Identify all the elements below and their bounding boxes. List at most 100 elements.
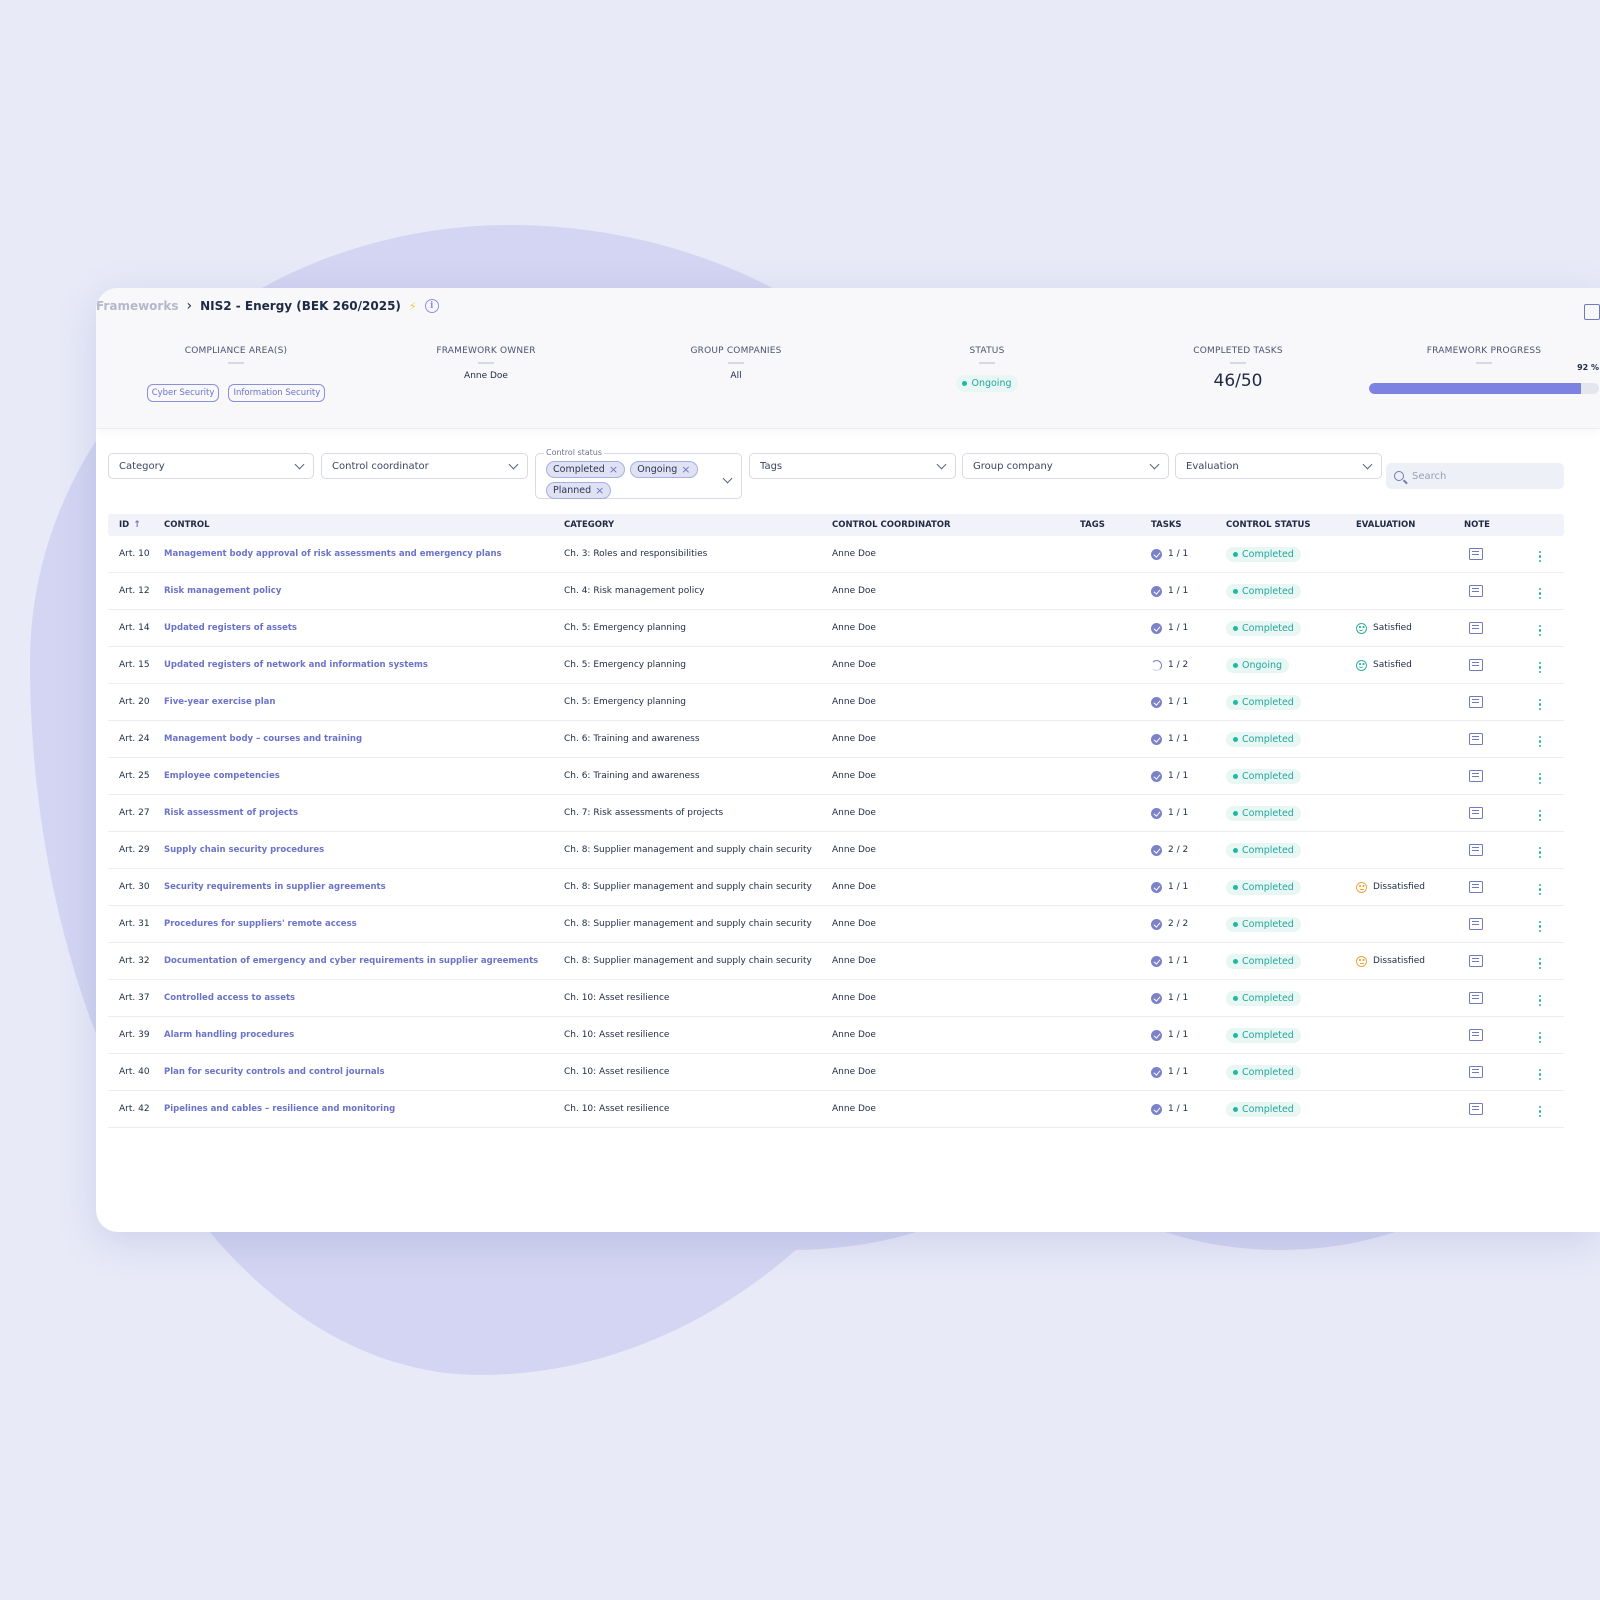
control-link[interactable]: Management body approval of risk assessm… xyxy=(164,549,502,559)
note-icon[interactable] xyxy=(1469,733,1483,745)
note-icon[interactable] xyxy=(1469,1066,1483,1078)
close-icon[interactable]: × xyxy=(681,463,691,476)
note-icon[interactable] xyxy=(1469,548,1483,560)
note-icon[interactable] xyxy=(1469,918,1483,930)
more-vertical-icon[interactable] xyxy=(1538,846,1542,858)
sort-ascending-icon[interactable]: ↑ xyxy=(133,520,141,530)
more-vertical-icon[interactable] xyxy=(1538,809,1542,821)
table-row[interactable]: Art. 29 Supply chain security procedures C… xyxy=(108,832,1564,869)
more-vertical-icon[interactable] xyxy=(1538,698,1542,710)
table-row[interactable]: Art. 31 Procedures for suppliers' remote … xyxy=(108,906,1564,943)
header-note[interactable]: NOTE xyxy=(1464,520,1490,530)
header-tasks[interactable]: TASKS xyxy=(1151,520,1182,530)
header-control-status[interactable]: CONTROL STATUS xyxy=(1226,520,1311,530)
header-coordinator[interactable]: CONTROL COORDINATOR xyxy=(832,520,951,530)
search-input[interactable]: Search xyxy=(1386,463,1564,489)
control-link[interactable]: Five-year exercise plan xyxy=(164,697,276,707)
table-row[interactable]: Art. 10 Management body approval of risk … xyxy=(108,536,1564,573)
note-icon[interactable] xyxy=(1469,696,1483,708)
evaluation-filter[interactable]: Evaluation xyxy=(1175,453,1382,479)
divider xyxy=(979,362,995,364)
category-filter[interactable]: Category xyxy=(108,453,314,479)
compliance-chip[interactable]: Information Security xyxy=(228,384,326,402)
control-link[interactable]: Security requirements in supplier agreem… xyxy=(164,882,386,892)
controls-table: ID ↑ CONTROL CATEGORY CONTROL COORDINATOR… xyxy=(108,514,1564,1128)
header-category[interactable]: CATEGORY xyxy=(564,520,615,530)
control-link[interactable]: Updated registers of network and informa… xyxy=(164,660,428,670)
header-evaluation[interactable]: EVALUATION xyxy=(1356,520,1416,530)
info-icon[interactable]: i xyxy=(424,299,439,313)
note-icon[interactable] xyxy=(1469,955,1483,967)
table-row[interactable]: Art. 14 Updated registers of assets Ch. 5:… xyxy=(108,610,1564,647)
control-link[interactable]: Employee competencies xyxy=(164,771,280,781)
table-row[interactable]: Art. 27 Risk assessment of projects Ch. 7:… xyxy=(108,795,1564,832)
table-row[interactable]: Art. 40 Plan for security controls and co… xyxy=(108,1054,1564,1091)
table-row[interactable]: Art. 37 Controlled access to assets Ch. 10… xyxy=(108,980,1564,1017)
header-control[interactable]: CONTROL xyxy=(164,520,210,530)
table-row[interactable]: Art. 15 Updated registers of network and … xyxy=(108,647,1564,684)
more-vertical-icon[interactable] xyxy=(1538,994,1542,1006)
note-icon[interactable] xyxy=(1469,992,1483,1004)
header-tags[interactable]: TAGS xyxy=(1080,520,1105,530)
control-status-filter[interactable]: Control status Completed × Ongoing × Plann… xyxy=(535,448,742,499)
more-vertical-icon[interactable] xyxy=(1538,550,1542,562)
control-link[interactable]: Risk management policy xyxy=(164,586,282,596)
check-circle-icon xyxy=(1151,548,1162,560)
note-icon[interactable] xyxy=(1469,1029,1483,1041)
table-row[interactable]: Art. 39 Alarm handling procedures Ch. 10: … xyxy=(108,1017,1564,1054)
note-icon[interactable] xyxy=(1469,585,1483,597)
close-icon[interactable]: × xyxy=(608,463,619,476)
more-vertical-icon[interactable] xyxy=(1538,587,1542,599)
more-vertical-icon[interactable] xyxy=(1538,1068,1542,1080)
close-icon[interactable]: × xyxy=(595,484,605,497)
more-vertical-icon[interactable] xyxy=(1538,624,1542,636)
control-link[interactable]: Documentation of emergency and cyber req… xyxy=(164,956,539,966)
edit-icon[interactable] xyxy=(1584,304,1600,320)
control-link[interactable]: Risk assessment of projects xyxy=(164,808,299,818)
table-row[interactable]: Art. 12 Risk management policy Ch. 4: Risk… xyxy=(108,573,1564,610)
note-icon[interactable] xyxy=(1469,844,1483,856)
more-vertical-icon[interactable] xyxy=(1538,772,1542,784)
more-vertical-icon[interactable] xyxy=(1538,920,1542,932)
more-vertical-icon[interactable] xyxy=(1538,883,1542,895)
control-coordinator: Anne Doe xyxy=(832,1067,876,1077)
control-link[interactable]: Management body – courses and training xyxy=(164,734,363,744)
control-link[interactable]: Alarm handling procedures xyxy=(164,1030,295,1040)
control-link[interactable]: Updated registers of assets xyxy=(164,623,297,633)
more-vertical-icon[interactable] xyxy=(1538,957,1542,969)
control-link[interactable]: Supply chain security procedures xyxy=(164,845,325,855)
control-link[interactable]: Plan for security controls and control j… xyxy=(164,1067,385,1077)
neutral-face-icon xyxy=(1356,955,1367,967)
note-icon[interactable] xyxy=(1469,881,1483,893)
group-company-filter[interactable]: Group company xyxy=(962,453,1169,479)
table-row[interactable]: Art. 32 Documentation of emergency and cy… xyxy=(108,943,1564,980)
tags-filter[interactable]: Tags xyxy=(749,453,956,479)
note-icon[interactable] xyxy=(1469,1103,1483,1115)
more-vertical-icon[interactable] xyxy=(1538,661,1542,673)
control-tasks: 1 / 1 xyxy=(1151,622,1226,634)
header-id[interactable]: ID ↑ xyxy=(108,520,164,530)
more-vertical-icon[interactable] xyxy=(1538,1105,1542,1117)
table-row[interactable]: Art. 24 Management body – courses and tra… xyxy=(108,721,1564,758)
coordinator-filter[interactable]: Control coordinator xyxy=(321,453,528,479)
more-vertical-icon[interactable] xyxy=(1538,1031,1542,1043)
table-row[interactable]: Art. 25 Employee competencies Ch. 6: Train… xyxy=(108,758,1564,795)
note-icon[interactable] xyxy=(1469,807,1483,819)
table-row[interactable]: Art. 42 Pipelines and cables – resilience… xyxy=(108,1091,1564,1128)
control-link[interactable]: Controlled access to assets xyxy=(164,993,296,1003)
table-row[interactable]: Art. 30 Security requirements in supplier… xyxy=(108,869,1564,906)
control-category: Ch. 5: Emergency planning xyxy=(564,697,687,707)
note-icon[interactable] xyxy=(1469,659,1483,671)
breadcrumb-frameworks-link[interactable]: Frameworks xyxy=(96,299,179,313)
note-icon[interactable] xyxy=(1469,770,1483,782)
status-chip-completed[interactable]: Completed × xyxy=(546,461,626,478)
status-chip-planned[interactable]: Planned × xyxy=(546,482,612,499)
status-chip-ongoing[interactable]: Ongoing × xyxy=(630,461,698,478)
control-link[interactable]: Pipelines and cables – resilience and mo… xyxy=(164,1104,396,1114)
table-row[interactable]: Art. 20 Five-year exercise plan Ch. 5: Eme… xyxy=(108,684,1564,721)
control-link[interactable]: Procedures for suppliers' remote access xyxy=(164,919,357,929)
note-icon[interactable] xyxy=(1469,622,1483,634)
chevron-down-icon xyxy=(1362,459,1373,469)
more-vertical-icon[interactable] xyxy=(1538,735,1542,747)
compliance-chip[interactable]: Cyber Security xyxy=(146,384,220,402)
